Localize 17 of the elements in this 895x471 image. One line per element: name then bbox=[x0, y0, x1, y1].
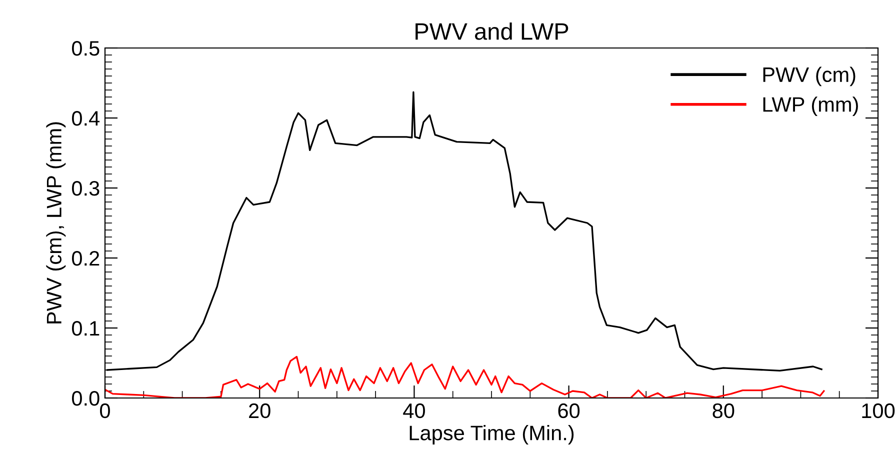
x-axis-title: Lapse Time (Min.) bbox=[410, 425, 574, 444]
y-tick-label: 0.3 bbox=[72, 181, 100, 196]
legend-label: LWP (mm) bbox=[763, 96, 858, 116]
x-tick-label: 60 bbox=[558, 403, 580, 418]
y-tick-label: 0.0 bbox=[72, 391, 100, 406]
y-tick-label: 0.5 bbox=[72, 41, 100, 56]
y-tick-label: 0.4 bbox=[72, 111, 100, 126]
x-tick-label: 40 bbox=[403, 403, 425, 418]
x-tick-label: 20 bbox=[249, 403, 270, 418]
legend-label: PWV (cm) bbox=[763, 66, 856, 86]
y-tick-label: 0.1 bbox=[72, 321, 100, 336]
y-axis-title: PWV (cm), LWP (mm) bbox=[46, 122, 66, 324]
chart-title: PWV and LWP bbox=[416, 22, 568, 40]
x-tick-label: 0 bbox=[100, 403, 110, 418]
x-tick-label: 100 bbox=[862, 403, 895, 418]
x-tick-label: 80 bbox=[712, 403, 734, 418]
y-tick-label: 0.2 bbox=[72, 251, 100, 266]
